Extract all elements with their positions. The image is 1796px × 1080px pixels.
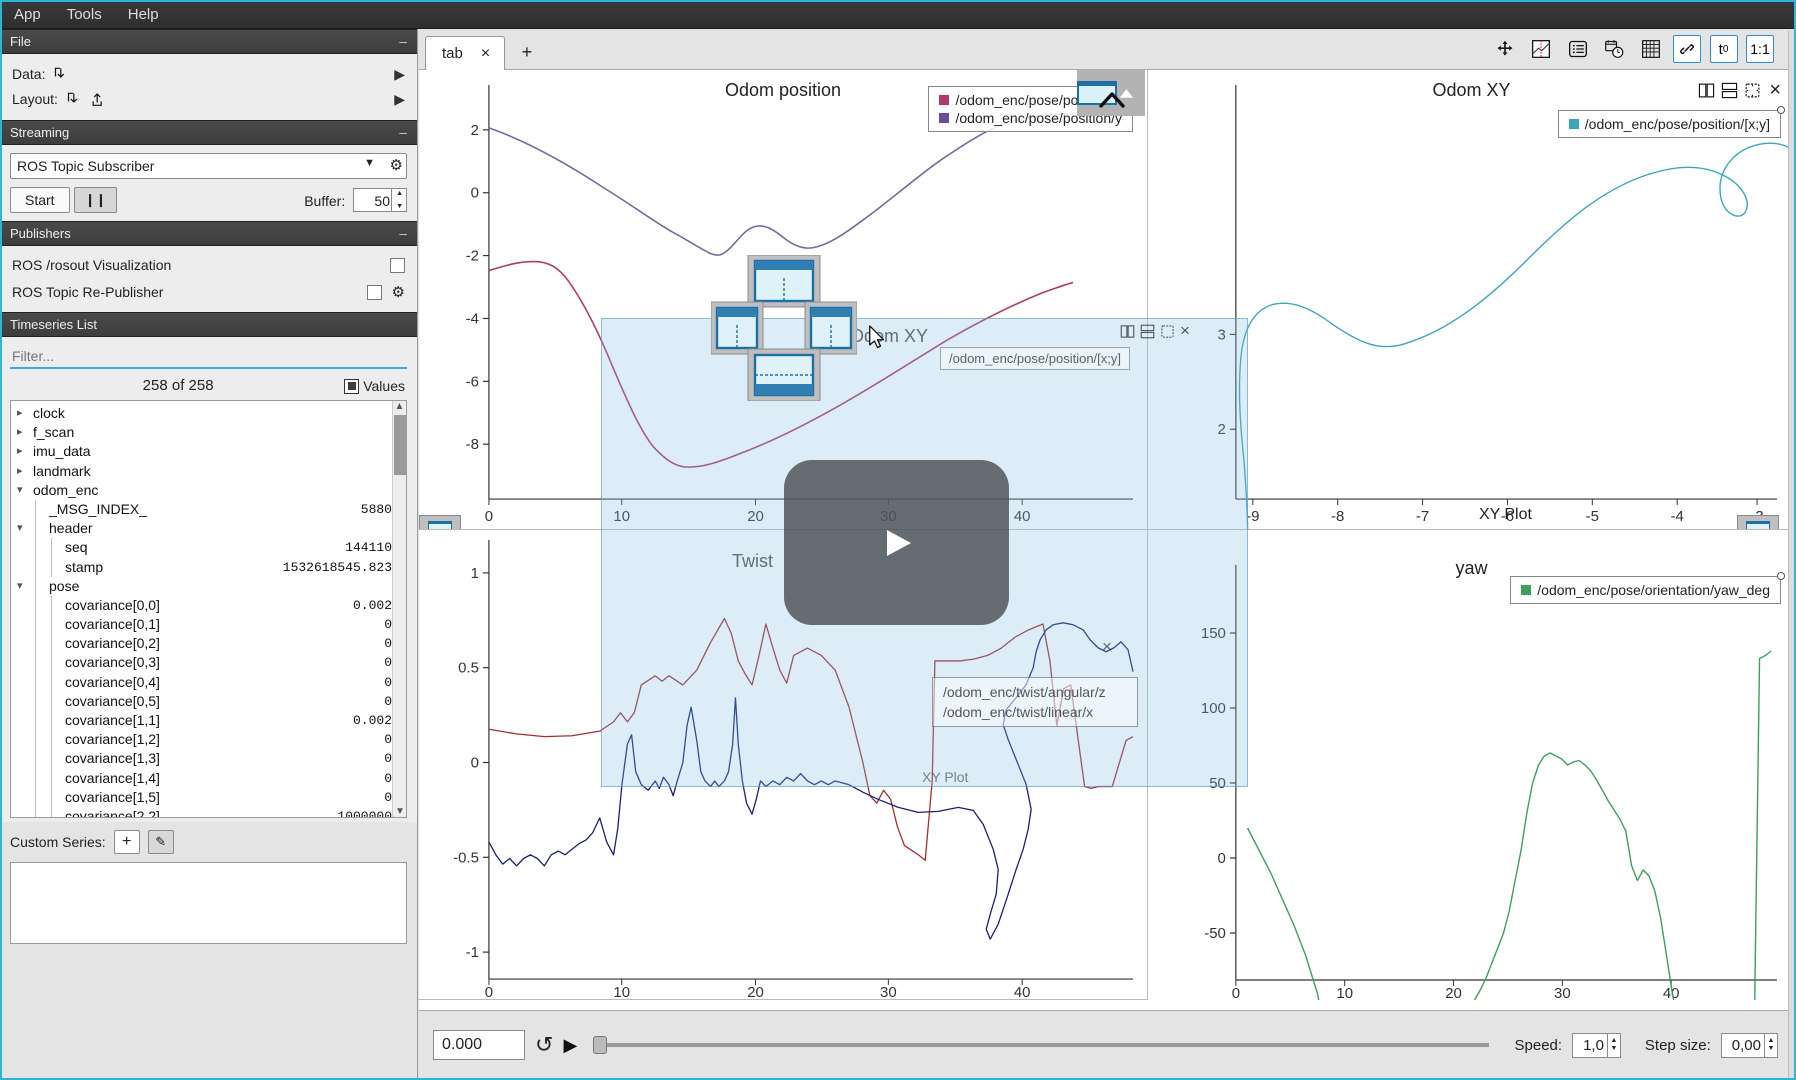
svg-text:-50: -50 (1204, 925, 1226, 942)
svg-text:-0.5: -0.5 (453, 849, 479, 866)
svg-text:30: 30 (880, 508, 897, 525)
svg-text:10: 10 (1336, 985, 1353, 1000)
svg-text:20: 20 (747, 508, 764, 525)
svg-text:-8: -8 (1331, 508, 1344, 525)
svg-text:2: 2 (1218, 421, 1226, 438)
svg-text:-4: -4 (1671, 508, 1684, 525)
svg-text:0: 0 (1232, 985, 1240, 1000)
svg-text:0: 0 (485, 508, 493, 525)
svg-text:-8: -8 (466, 436, 479, 453)
svg-text:1: 1 (471, 565, 479, 582)
svg-text:-6: -6 (466, 373, 479, 390)
svg-text:10: 10 (613, 508, 630, 525)
svg-text:40: 40 (1014, 508, 1031, 525)
svg-text:30: 30 (1554, 985, 1571, 1000)
svg-text:30: 30 (880, 984, 897, 999)
svg-text:0: 0 (471, 754, 479, 771)
svg-text:-2: -2 (466, 248, 479, 265)
svg-text:0: 0 (1218, 850, 1226, 867)
svg-text:0.5: 0.5 (458, 660, 479, 677)
svg-text:-5: -5 (1586, 508, 1599, 525)
svg-text:0: 0 (471, 185, 479, 202)
svg-text:-7: -7 (1416, 508, 1429, 525)
svg-text:20: 20 (1445, 985, 1462, 1000)
svg-text:-4: -4 (466, 310, 479, 327)
svg-text:20: 20 (747, 984, 764, 999)
svg-text:2: 2 (471, 122, 479, 139)
svg-text:40: 40 (1014, 984, 1031, 999)
svg-text:0: 0 (485, 984, 493, 999)
svg-text:150: 150 (1201, 625, 1226, 642)
svg-text:100: 100 (1201, 700, 1226, 717)
svg-text:50: 50 (1209, 775, 1226, 792)
svg-text:3: 3 (1218, 326, 1226, 343)
svg-text:-1: -1 (466, 944, 479, 961)
svg-text:10: 10 (613, 984, 630, 999)
svg-text:XY Plot: XY Plot (1479, 506, 1533, 523)
